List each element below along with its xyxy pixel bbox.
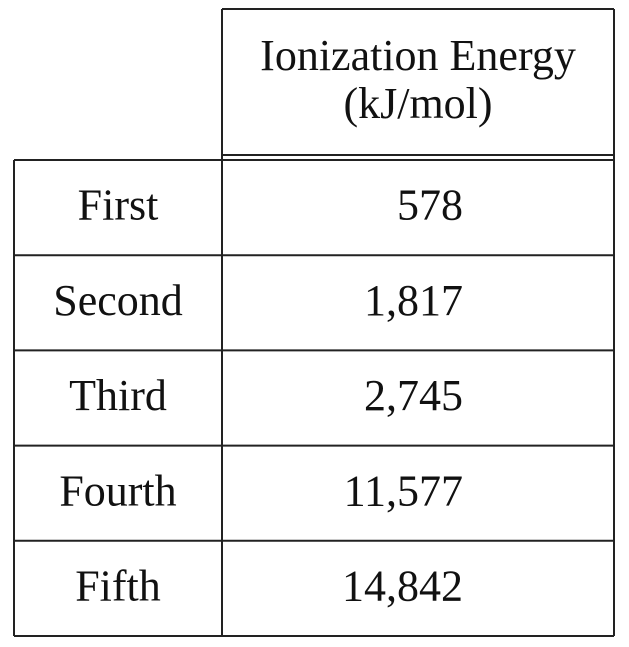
row-label: Fourth <box>59 466 176 515</box>
row-value: 578 <box>397 181 463 230</box>
row-label: Second <box>53 276 183 325</box>
row-label: Third <box>69 371 167 420</box>
row-value: 1,817 <box>364 276 463 325</box>
row-value: 2,745 <box>364 371 463 420</box>
row-label: Fifth <box>75 561 161 610</box>
row-label: First <box>78 181 159 230</box>
row-value: 14,842 <box>342 561 463 610</box>
header-text: (kJ/mol) <box>343 79 492 128</box>
header-text: Ionization Energy <box>260 31 576 80</box>
row-value: 11,577 <box>344 466 463 515</box>
